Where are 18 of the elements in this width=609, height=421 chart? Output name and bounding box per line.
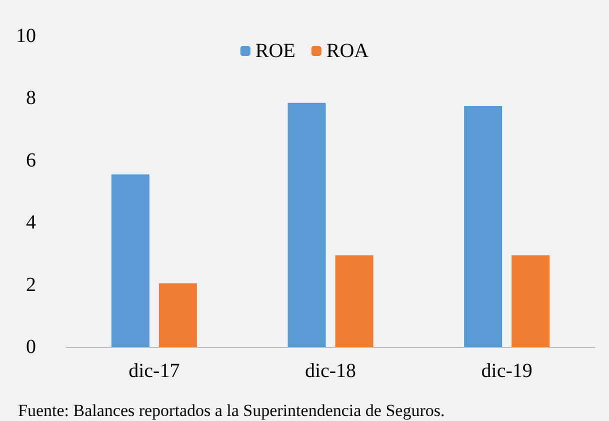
y-tick-label: 4 <box>26 212 36 234</box>
legend-label: ROA <box>326 40 370 62</box>
bar <box>111 174 150 347</box>
y-tick-label: 0 <box>26 336 36 358</box>
y-tick-label: 10 <box>16 25 36 47</box>
bar <box>288 102 326 347</box>
bar <box>512 255 550 347</box>
y-tick-label: 2 <box>26 274 36 296</box>
source-note: Fuente: Balances reportados a la Superintendencia de Seguros. <box>18 401 445 420</box>
y-tick-label: 6 <box>26 149 36 172</box>
bar <box>464 106 502 347</box>
bar <box>158 283 197 347</box>
x-tick-label: dic-18 <box>304 360 356 382</box>
y-tick-label: 8 <box>26 87 36 110</box>
x-tick-label: dic-19 <box>481 360 532 382</box>
legend-label: ROE <box>255 40 296 62</box>
x-tick-label: dic-17 <box>128 360 180 382</box>
bar <box>335 255 374 347</box>
